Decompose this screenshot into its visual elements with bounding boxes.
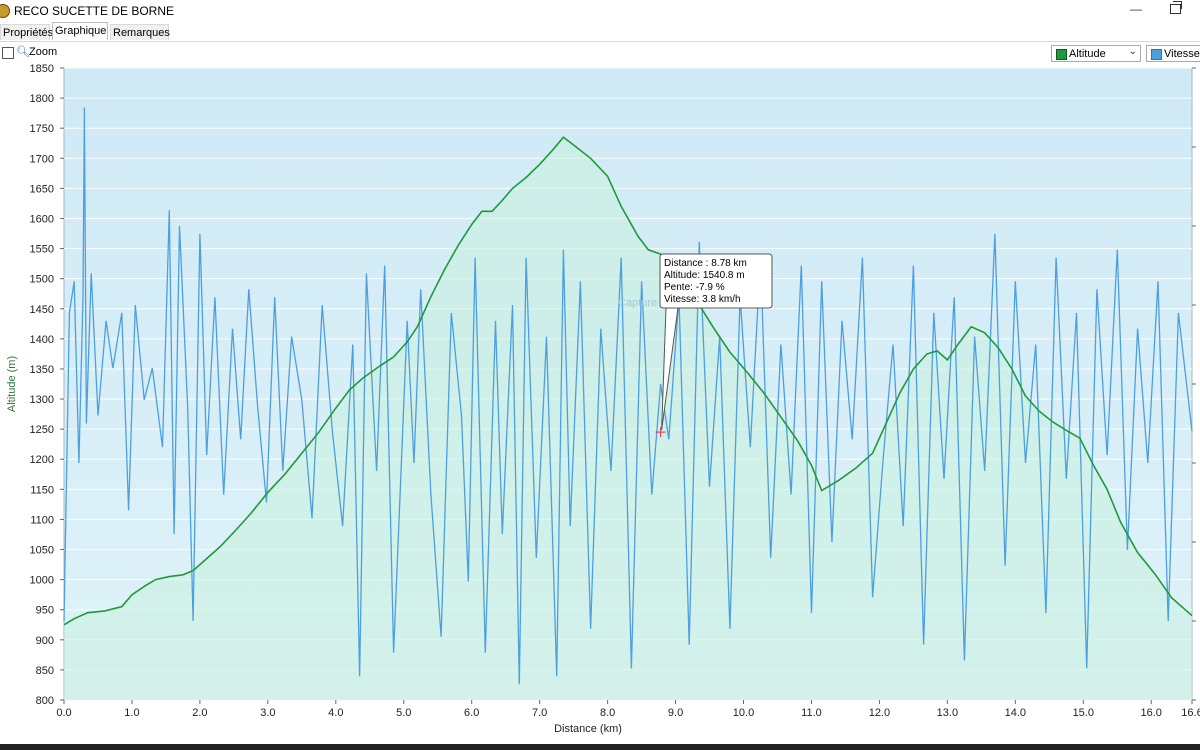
- speed-series-line: [63, 107, 1193, 685]
- x-tick-label: 8.0: [600, 707, 615, 719]
- y-tick-label: 1650: [30, 183, 54, 195]
- x-tick-label: 9.0: [668, 707, 683, 719]
- y-tick-label: 850: [36, 665, 54, 677]
- x-tick-label: 1.0: [124, 707, 139, 719]
- y-tick-label: 1850: [30, 63, 54, 75]
- x-tick-label: 2.0: [192, 707, 207, 719]
- x-tick-label: 6.0: [464, 707, 479, 719]
- primary-series-select[interactable]: Altitude ⌄: [1051, 45, 1141, 62]
- y-tick-label: 1800: [30, 93, 54, 105]
- tab-remarques[interactable]: Remarques: [110, 24, 170, 40]
- altitude-series-line: [63, 136, 1193, 626]
- x-axis-title: Distance (km): [554, 723, 622, 735]
- elevation-chart: 800 850 900 950 1000 1050 1100 1150 1200 1250 1300…: [6, 63, 1200, 735]
- y-tick-label: 1450: [30, 304, 54, 316]
- taskbar-strip: [0, 744, 1200, 750]
- x-tick-label: 15.0: [1073, 707, 1094, 719]
- magnifier-icon: 🔍︎: [16, 46, 30, 58]
- x-tick-label: 0.0: [56, 707, 71, 719]
- x-tick-label: 16.0: [1141, 707, 1162, 719]
- minimize-icon[interactable]: —: [1130, 2, 1142, 16]
- y-tick-label: 1250: [30, 424, 54, 436]
- x-tick-label: 11.0: [801, 707, 822, 719]
- speed-swatch-icon: [1151, 49, 1162, 60]
- x-tick-label: 7.0: [532, 707, 547, 719]
- tab-proprietes[interactable]: Propriétés: [0, 24, 53, 40]
- y-tick-label: 1100: [30, 514, 54, 526]
- x-tick-label: 5.0: [396, 707, 411, 719]
- y-tick-label: 1150: [30, 484, 54, 496]
- y-tick-label: 1300: [30, 394, 54, 406]
- y-tick-label: 1750: [30, 123, 54, 135]
- secondary-series-label: Vitesse: [1164, 48, 1200, 60]
- primary-series-label: Altitude: [1069, 48, 1106, 60]
- altitude-swatch-icon: [1056, 49, 1067, 60]
- y-tick-label: 1050: [30, 545, 54, 557]
- chevron-down-icon: ⌄: [1128, 46, 1137, 57]
- x-tick-label: 12.0: [869, 707, 890, 719]
- tab-graphique[interactable]: Graphique: [52, 22, 108, 40]
- window-title: RECO SUCETTE DE BORNE: [14, 4, 175, 18]
- tooltip-pointer: [661, 307, 679, 431]
- y-tick-label: 1400: [30, 334, 54, 346]
- x-tick-label: 10.0: [733, 707, 754, 719]
- secondary-series-select[interactable]: Vitesse: [1146, 45, 1200, 62]
- y-tick-label: 1700: [30, 153, 54, 165]
- title-bar: RECO SUCETTE DE BORNE —: [0, 0, 1200, 22]
- y-tick-label: 1600: [30, 213, 54, 225]
- tab-divider: [0, 41, 1200, 42]
- tooltip-line: Altitude: 1540.8 m: [664, 270, 745, 281]
- y-tick-label: 1500: [30, 274, 54, 286]
- y-tick-label: 1000: [30, 575, 54, 587]
- maximize-icon[interactable]: [1170, 1, 1182, 14]
- app-logo-icon: [0, 4, 10, 18]
- watermark-text: Capture: [618, 297, 657, 309]
- y-tick-label: 1350: [30, 364, 54, 376]
- y-tick-label: 900: [36, 635, 54, 647]
- altitude-area-fill: [64, 137, 1192, 700]
- y-tick-label: 800: [36, 695, 54, 707]
- x-tick-label: 4.0: [328, 707, 343, 719]
- x-tick-label: 16.6: [1181, 707, 1200, 719]
- x-tick-label: 3.0: [260, 707, 275, 719]
- tooltip-box: [659, 253, 773, 309]
- x-tick-label: 14.0: [1005, 707, 1026, 719]
- y-tick-label: 1550: [30, 244, 54, 256]
- tooltip-line: Vitesse: 3.8 km/h: [664, 294, 741, 305]
- y-tick-label: 950: [36, 605, 54, 617]
- zoom-checkbox[interactable]: [2, 47, 14, 59]
- x-tick-label: 13.0: [937, 707, 958, 719]
- tooltip-line: Distance : 8.78 km: [664, 258, 747, 269]
- y-tick-label: 1200: [30, 454, 54, 466]
- zoom-label: Zoom: [29, 46, 58, 58]
- y-axis-title: Altitude (m): [6, 356, 18, 412]
- tooltip-line: Pente: -7.9 %: [664, 282, 725, 293]
